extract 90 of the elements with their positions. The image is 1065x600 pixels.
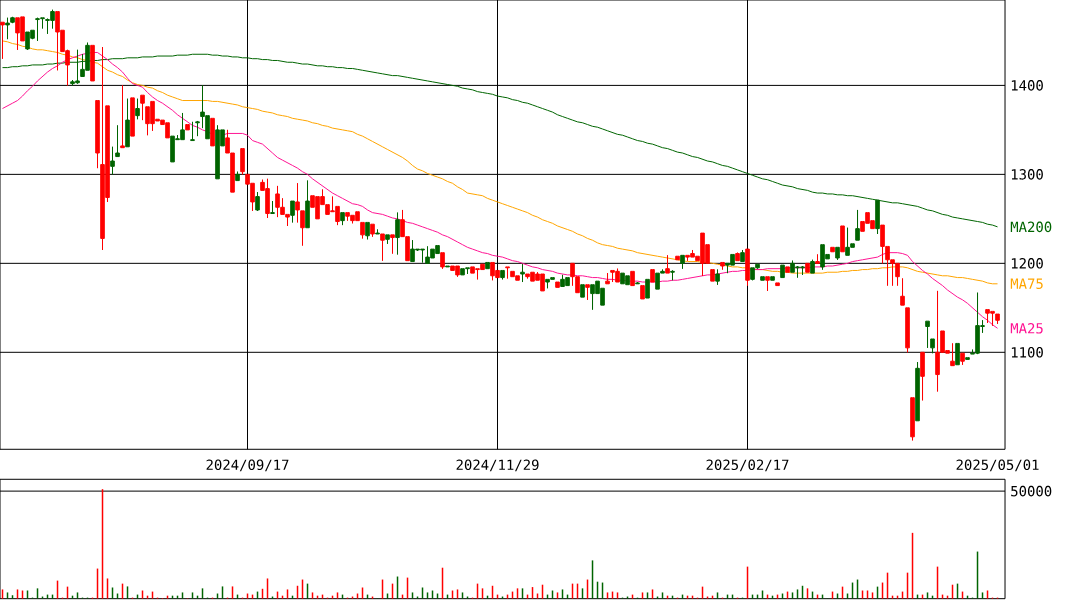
candlestick [930, 338, 935, 354]
candlestick [835, 246, 840, 261]
candlestick [780, 264, 785, 279]
y-tick-label: 1300 [1011, 169, 1043, 180]
candlestick [910, 397, 915, 441]
candlestick [840, 225, 845, 253]
candlestick [125, 98, 130, 148]
x-tick-label: 2024/11/29 [456, 459, 539, 472]
candlestick [915, 361, 920, 422]
candlestick [555, 281, 560, 288]
candlestick [630, 270, 635, 287]
candlestick [445, 265, 450, 268]
candlestick [960, 352, 965, 366]
candlestick [130, 97, 135, 137]
candlestick [815, 253, 820, 264]
candlestick [255, 191, 260, 212]
candlestick [390, 234, 395, 255]
candlestick [760, 276, 765, 281]
candlestick [715, 269, 720, 286]
candlestick [115, 124, 120, 158]
candlestick [90, 44, 95, 82]
candlestick [805, 262, 810, 273]
candlestick [585, 284, 590, 301]
y-tick-label: 1400 [1011, 80, 1043, 91]
candlestick [110, 146, 115, 175]
candlestick [305, 180, 310, 229]
candlestick [665, 254, 670, 274]
candlestick [775, 282, 780, 287]
candlestick [0, 21, 5, 60]
series-label: MA25 [1010, 323, 1043, 334]
candlestick [905, 307, 910, 353]
x-tick-label: 2024/09/17 [206, 459, 289, 472]
candlestick [720, 261, 725, 271]
candlestick [195, 120, 200, 137]
candlestick [210, 117, 215, 147]
candlestick [340, 212, 345, 226]
candlestick [745, 248, 750, 287]
candlestick [360, 221, 365, 239]
candlestick [645, 278, 650, 299]
x-tick-label: 2025/05/01 [956, 459, 1039, 472]
candlestick [900, 277, 905, 306]
candlestick [95, 100, 100, 169]
candlestick [580, 284, 585, 298]
candlestick [375, 229, 380, 235]
candlestick [440, 252, 445, 270]
candlestick [370, 223, 375, 238]
x-tick-label: 2025/02/17 [706, 459, 789, 472]
candlestick [635, 281, 640, 285]
candlestick [395, 212, 400, 255]
candlestick [500, 269, 505, 280]
candlestick [505, 266, 510, 279]
candlestick [920, 351, 925, 401]
candlestick [385, 234, 390, 245]
candlestick [770, 276, 775, 281]
y-tick-label: 1200 [1011, 258, 1043, 269]
candlestick [650, 269, 655, 283]
candlestick [925, 320, 930, 349]
candlestick [605, 272, 610, 285]
candlestick [740, 249, 745, 263]
candlestick [965, 357, 970, 360]
y-tick-label: 1100 [1011, 347, 1043, 358]
candlestick [710, 269, 715, 282]
candlestick [135, 98, 140, 120]
candlestick [810, 259, 815, 274]
candlestick [365, 221, 370, 240]
candlestick [520, 263, 525, 283]
candlestick [785, 266, 790, 273]
candlestick [955, 342, 960, 366]
candlestick [190, 121, 195, 142]
candlestick [235, 171, 240, 182]
candlestick [290, 200, 295, 223]
candlestick [240, 148, 245, 175]
candlestick [830, 246, 835, 253]
candlestick [855, 209, 860, 241]
candlestick [640, 285, 645, 300]
candlestick [680, 254, 685, 270]
candlestick [140, 94, 145, 121]
candlestick [670, 269, 675, 281]
candlestick [950, 342, 955, 367]
candlestick [120, 84, 125, 149]
candlestick [765, 276, 770, 292]
candlestick [185, 124, 190, 131]
candlestick [485, 261, 490, 270]
candlestick [270, 200, 275, 215]
candlestick [675, 255, 680, 261]
candlestick [380, 233, 385, 262]
series-label: MA200 [1010, 221, 1052, 233]
y-tick-label: 50000 [1011, 485, 1052, 497]
candlestick [735, 252, 740, 262]
series-label: MA75 [1010, 278, 1043, 289]
